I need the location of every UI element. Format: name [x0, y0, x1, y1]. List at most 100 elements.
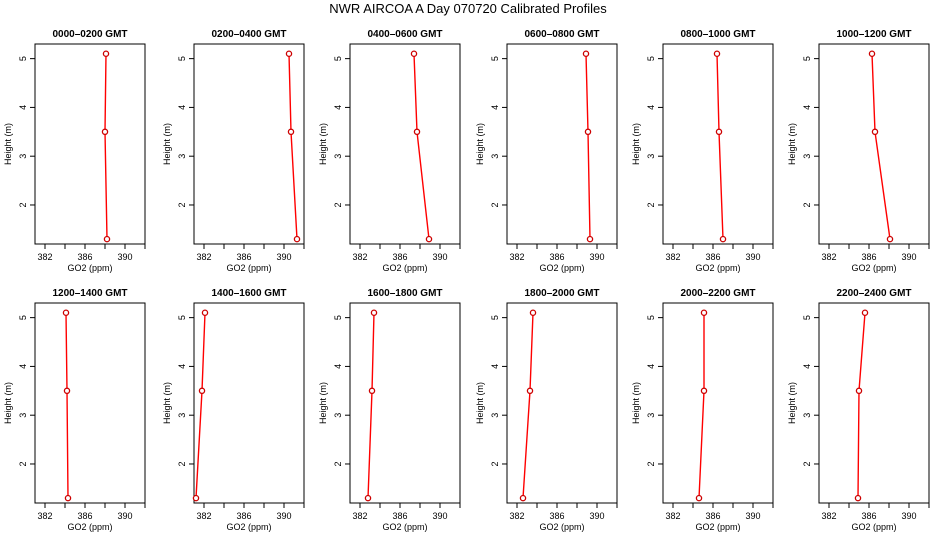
x-axis-label: GO2 (ppm): [695, 263, 740, 273]
x-tick-label: 390: [745, 252, 760, 262]
x-tick-label: 382: [352, 511, 367, 521]
y-tick-label: 4: [18, 364, 28, 369]
data-point: [700, 309, 708, 317]
y-axis-label: Height (m): [3, 382, 13, 424]
profile-line: [857, 312, 866, 499]
data-point: [410, 50, 418, 58]
y-tick-label: 4: [490, 364, 500, 369]
x-tick-label: 382: [37, 252, 52, 262]
data-point: [529, 309, 537, 317]
y-tick-label: 3: [802, 154, 812, 159]
x-tick-label: 386: [549, 252, 564, 262]
x-tick-label: 382: [509, 511, 524, 521]
x-axis-label: GO2 (ppm): [539, 522, 584, 532]
data-point: [198, 387, 206, 395]
x-tick-label: 390: [432, 252, 447, 262]
data-point: [364, 494, 372, 502]
data-point: [719, 235, 727, 243]
y-tick-label: 3: [177, 413, 187, 418]
data-point: [425, 235, 433, 243]
plot-frame: [34, 43, 146, 245]
y-axis-label: Height (m): [318, 123, 328, 165]
data-point: [519, 494, 527, 502]
x-tick-label: 390: [432, 511, 447, 521]
x-tick-label: 390: [276, 511, 291, 521]
profile-line: [413, 53, 430, 240]
x-tick-label: 382: [665, 252, 680, 262]
x-tick-label: 386: [861, 252, 876, 262]
y-tick-label: 4: [802, 105, 812, 110]
y-tick-label: 3: [18, 154, 28, 159]
data-point: [101, 128, 109, 136]
x-tick-label: 386: [392, 252, 407, 262]
x-tick-label: 382: [37, 511, 52, 521]
y-tick-label: 3: [490, 154, 500, 159]
y-tick-label: 2: [177, 461, 187, 466]
panel-title: 0800–1000 GMT: [680, 29, 755, 40]
y-tick-label: 5: [646, 56, 656, 61]
x-tick-label: 382: [352, 252, 367, 262]
data-point: [854, 494, 862, 502]
panel-title: 2000–2200 GMT: [680, 288, 755, 299]
y-axis-label: Height (m): [162, 123, 172, 165]
y-tick-label: 4: [490, 105, 500, 110]
data-point: [871, 128, 879, 136]
x-axis-label: GO2 (ppm): [382, 522, 427, 532]
x-tick-label: 382: [196, 511, 211, 521]
y-tick-label: 2: [646, 461, 656, 466]
x-axis-label: GO2 (ppm): [382, 263, 427, 273]
x-tick-label: 390: [901, 511, 916, 521]
y-tick-label: 3: [18, 413, 28, 418]
x-tick-label: 390: [589, 252, 604, 262]
data-point: [582, 50, 590, 58]
profile-line: [104, 53, 108, 240]
y-tick-label: 4: [646, 364, 656, 369]
y-axis-label: Height (m): [162, 382, 172, 424]
figure-title: NWR AIRCOA A Day 070720 Calibrated Profi…: [329, 1, 607, 16]
plot-frame: [193, 43, 305, 245]
data-point: [201, 309, 209, 317]
panel-7: 1200–1400 GMT 382 386 390 GO2 (ppm) 2 3 4 5 Heigh…: [3, 288, 146, 532]
x-axis-label: GO2 (ppm): [851, 522, 896, 532]
y-tick-label: 2: [177, 202, 187, 207]
plot-frame: [818, 43, 930, 245]
panel-title: 0600–0800 GMT: [524, 29, 599, 40]
x-tick-label: 382: [665, 511, 680, 521]
y-tick-label: 3: [646, 413, 656, 418]
plot-frame: [662, 43, 774, 245]
y-tick-label: 5: [490, 315, 500, 320]
y-axis-label: Height (m): [475, 123, 485, 165]
x-tick-label: 390: [276, 252, 291, 262]
x-axis-label: GO2 (ppm): [226, 263, 271, 273]
data-point: [700, 387, 708, 395]
y-tick-label: 5: [646, 315, 656, 320]
y-tick-label: 5: [490, 56, 500, 61]
x-axis-label: GO2 (ppm): [226, 522, 271, 532]
data-point: [713, 50, 721, 58]
y-axis-label: Height (m): [318, 382, 328, 424]
panel-8: 1400–1600 GMT 382 386 390 GO2 (ppm) 2 3 4 5 Heigh…: [162, 288, 305, 532]
data-point: [868, 50, 876, 58]
x-tick-label: 386: [236, 252, 251, 262]
panel-title: 1200–1400 GMT: [52, 288, 127, 299]
panel-title: 2200–2400 GMT: [836, 288, 911, 299]
x-tick-label: 386: [236, 511, 251, 521]
profile-line: [522, 312, 534, 499]
data-point: [855, 387, 863, 395]
y-tick-label: 3: [646, 154, 656, 159]
data-point: [192, 494, 200, 502]
panel-1: 0000–0200 GMT 382 386 390 GO2 (ppm) 2 3 4 5 Heigh…: [3, 29, 146, 273]
panel-4: 0600–0800 GMT 382 386 390 GO2 (ppm) 2 3 4 5 Heigh…: [475, 29, 618, 273]
data-point: [285, 50, 293, 58]
x-axis-label: GO2 (ppm): [539, 263, 584, 273]
y-tick-label: 2: [18, 202, 28, 207]
y-tick-label: 5: [333, 315, 343, 320]
profile-line: [195, 312, 206, 499]
x-tick-label: 386: [861, 511, 876, 521]
panel-title: 1800–2000 GMT: [524, 288, 599, 299]
x-tick-label: 390: [745, 511, 760, 521]
y-tick-label: 2: [490, 461, 500, 466]
data-point: [368, 387, 376, 395]
plot-frame: [193, 302, 305, 504]
